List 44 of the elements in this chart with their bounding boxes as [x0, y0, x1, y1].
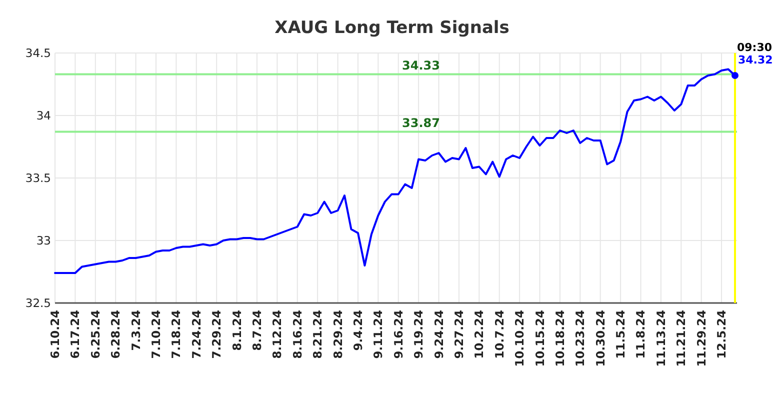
ref-line-label: 33.87 — [402, 116, 440, 130]
y-tick-label: 34 — [36, 108, 51, 122]
x-tick-label: 10.18.24 — [552, 310, 567, 367]
x-tick-label: 8.29.24 — [330, 310, 345, 359]
x-tick-label: 6.28.24 — [108, 310, 123, 359]
x-tick-label: 8.1.24 — [230, 310, 244, 351]
x-tick-label: 6.25.24 — [88, 310, 102, 359]
x-tick-label: 10.2.24 — [472, 310, 486, 359]
x-tick-label: 8.12.24 — [270, 310, 284, 359]
x-tick-label: 8.21.24 — [310, 310, 325, 359]
x-tick-label: 11.13.24 — [654, 310, 668, 367]
ref-line-label: 34.33 — [402, 58, 440, 72]
x-tick-label: 8.16.24 — [290, 310, 304, 359]
x-tick-label: 7.10.24 — [148, 310, 163, 359]
x-tick-label: 6.10.24 — [48, 310, 62, 359]
x-tick-label: 6.17.24 — [68, 310, 82, 359]
y-tick-label: 32.5 — [25, 296, 51, 310]
x-tick-label: 12.5.24 — [714, 310, 729, 359]
y-tick-label: 33 — [36, 234, 51, 248]
x-tick-label: 10.7.24 — [492, 310, 506, 359]
x-tick-label: 7.18.24 — [169, 310, 184, 359]
x-tick-label: 11.29.24 — [694, 310, 708, 367]
y-tick-label: 34.5 — [25, 46, 51, 60]
x-tick-label: 9.19.24 — [412, 310, 426, 359]
text: 34.32 — [738, 54, 773, 66]
chart-title: XAUG Long Term Signals — [274, 18, 510, 38]
annotation: 09:30 — [737, 41, 772, 54]
x-tick-label: 10.30.24 — [593, 310, 608, 367]
x-tick-label: 9.24.24 — [432, 310, 446, 359]
x-tick-label: 7.3.24 — [128, 310, 143, 351]
x-tick-label: 11.8.24 — [634, 310, 648, 359]
x-tick-label: 11.21.24 — [674, 310, 688, 367]
x-tick-label: 9.4.24 — [350, 310, 365, 351]
y-tick-label: 33.5 — [25, 171, 51, 185]
x-tick-label: 7.29.24 — [210, 310, 224, 359]
x-tick-label: 11.5.24 — [614, 310, 628, 359]
x-tick-label: 10.23.24 — [573, 310, 588, 367]
x-tick-label: 9.27.24 — [452, 310, 466, 359]
x-tick-label: 8.7.24 — [250, 310, 264, 351]
x-tick-label: 10.10.24 — [512, 310, 527, 367]
x-tick-label: 10.15.24 — [532, 310, 547, 367]
x-tick-label: 7.24.24 — [189, 310, 204, 359]
x-tick-label: 9.16.24 — [391, 310, 406, 359]
x-tick-label: 9.11.24 — [371, 310, 386, 359]
